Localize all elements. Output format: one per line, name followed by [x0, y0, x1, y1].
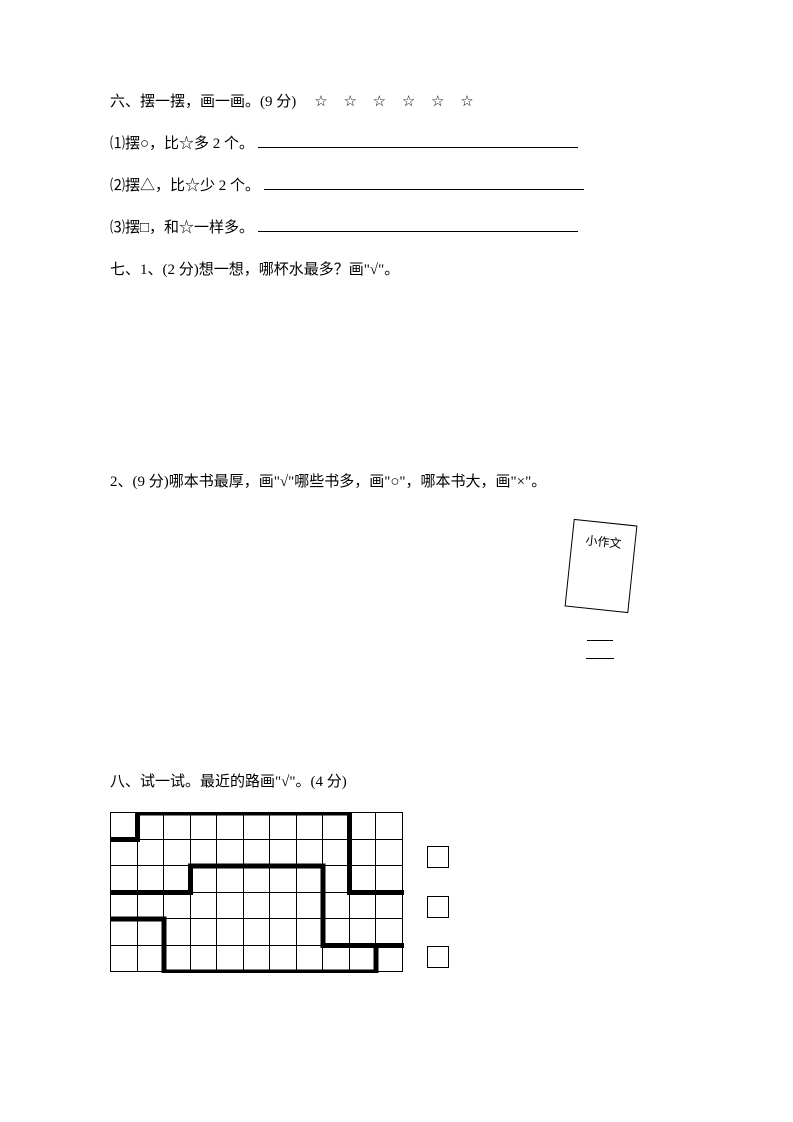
grid-cell: [376, 919, 403, 946]
q7-sub2-label: 2、(9 分)哪本书最厚，画"√"哪些书多，画"○"，哪本书大，画"×"。: [110, 470, 546, 494]
grid-cell: [376, 839, 403, 866]
q8-grid-container: [110, 812, 683, 972]
grid-cell: [323, 866, 350, 893]
q6-sub2: ⑵摆△，比☆少 2 个。: [110, 174, 683, 198]
grid-cell: [270, 866, 297, 893]
grid-cell: [270, 945, 297, 972]
grid-cell: [190, 866, 217, 893]
q8-section: 八、试一试。最近的路画"√"。(4 分): [110, 770, 683, 972]
grid-cell: [137, 919, 164, 946]
q6-sub3-blank[interactable]: [258, 216, 578, 232]
grid-cell: [323, 813, 350, 840]
grid-cell: [296, 919, 323, 946]
grid-cell: [111, 839, 138, 866]
q8-title-line: 八、试一试。最近的路画"√"。(4 分): [110, 770, 683, 794]
grid-cell: [376, 866, 403, 893]
q6-title: 六、摆一摆，画一画。(9 分): [110, 90, 296, 114]
grid-cell: [111, 892, 138, 919]
q7-sub2: 2、(9 分)哪本书最厚，画"√"哪些书多，画"○"，哪本书大，画"×"。: [110, 470, 683, 494]
path-checkbox[interactable]: [427, 896, 449, 918]
grid-cell: [349, 892, 376, 919]
q7-sub1: 七、1、(2 分)想一想，哪杯水最多？画"√"。: [110, 258, 683, 282]
grid-cell: [217, 866, 244, 893]
grid-cell: [243, 945, 270, 972]
grid-cell: [217, 813, 244, 840]
grid-cell: [323, 839, 350, 866]
grid-cell: [137, 892, 164, 919]
grid-cell: [243, 839, 270, 866]
grid-cell: [217, 839, 244, 866]
grid-cell: [296, 892, 323, 919]
grid-cell: [296, 839, 323, 866]
grid-cell: [376, 892, 403, 919]
grid-cell: [190, 892, 217, 919]
q6-sub2-blank[interactable]: [264, 174, 584, 190]
grid-cell: [323, 892, 350, 919]
q6-title-line: 六、摆一摆，画一画。(9 分) ☆ ☆ ☆ ☆ ☆ ☆: [110, 90, 683, 114]
grid-cell: [296, 866, 323, 893]
grid-cell: [349, 839, 376, 866]
grid-cell: [349, 866, 376, 893]
q8-title: 八、试一试。最近的路画"√"。(4 分): [110, 770, 347, 794]
grid-cell: [164, 945, 191, 972]
grid-cell: [296, 945, 323, 972]
grid-cell: [376, 813, 403, 840]
q7-sub1-label: 七、1、(2 分)想一想，哪杯水最多？画"√"。: [110, 258, 399, 282]
path-checkbox[interactable]: [427, 846, 449, 868]
q6-sub1-blank[interactable]: [258, 132, 578, 148]
grid-cell: [190, 919, 217, 946]
book-edge-line-2: [586, 658, 614, 659]
grid-cell: [111, 866, 138, 893]
q6-sub3-label: ⑶摆□，和☆一样多。: [110, 216, 254, 240]
grid-cell: [376, 945, 403, 972]
grid-cell: [190, 813, 217, 840]
grid-cell: [296, 813, 323, 840]
grid-cell: [137, 945, 164, 972]
grid-cell: [270, 839, 297, 866]
grid-cell: [243, 813, 270, 840]
book-small-essay: 小作文: [565, 519, 638, 613]
grid-cell: [164, 839, 191, 866]
grid-cell: [111, 919, 138, 946]
grid-cell: [164, 813, 191, 840]
grid-cell: [164, 892, 191, 919]
grid-cell: [217, 945, 244, 972]
grid-cell: [270, 813, 297, 840]
grid-wrap: [110, 812, 403, 972]
grid-cell: [190, 945, 217, 972]
path-checkbox[interactable]: [427, 946, 449, 968]
grid-cell: [137, 839, 164, 866]
grid-cell: [217, 892, 244, 919]
grid-cell: [164, 866, 191, 893]
grid-cell: [270, 919, 297, 946]
q6-sub1: ⑴摆○，比☆多 2 个。: [110, 132, 683, 156]
book-label: 小作文: [585, 533, 622, 551]
grid-cell: [217, 919, 244, 946]
grid-cell: [243, 919, 270, 946]
q6-sub2-label: ⑵摆△，比☆少 2 个。: [110, 174, 260, 198]
q8-checkbox-column: [427, 846, 449, 968]
q8-grid: [110, 812, 403, 972]
grid-cell: [190, 839, 217, 866]
grid-cell: [137, 813, 164, 840]
grid-cell: [323, 945, 350, 972]
grid-cell: [349, 945, 376, 972]
book-edge-line-1: [587, 640, 613, 641]
grid-cell: [323, 919, 350, 946]
grid-cell: [349, 919, 376, 946]
q6-stars: ☆ ☆ ☆ ☆ ☆ ☆: [314, 90, 479, 114]
grid-cell: [111, 813, 138, 840]
grid-cell: [270, 892, 297, 919]
grid-cell: [164, 919, 191, 946]
grid-cell: [349, 813, 376, 840]
grid-cell: [137, 866, 164, 893]
q6-sub1-label: ⑴摆○，比☆多 2 个。: [110, 132, 254, 156]
grid-cell: [243, 892, 270, 919]
q6-sub3: ⑶摆□，和☆一样多。: [110, 216, 683, 240]
grid-cell: [243, 866, 270, 893]
grid-cell: [111, 945, 138, 972]
q7-sub1-space: [110, 300, 683, 470]
q7-book-area: 小作文: [110, 512, 683, 692]
